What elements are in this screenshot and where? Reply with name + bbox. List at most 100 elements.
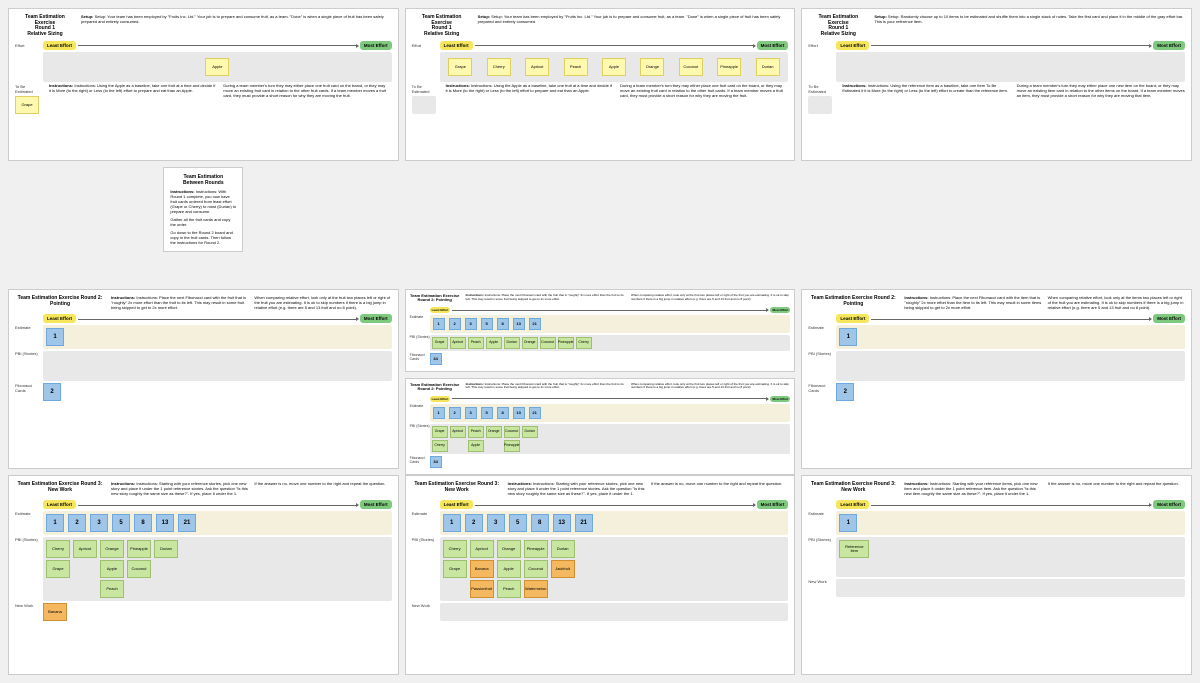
fruit-passionfruit[interactable]: Passionfruit	[470, 580, 494, 598]
fruit-grape[interactable]: Grape	[448, 58, 472, 76]
est-r3m[interactable]: 123581321	[440, 511, 789, 535]
fib-card-3[interactable]: 3	[465, 407, 477, 419]
fruit-orange[interactable]: Orange	[522, 337, 538, 349]
fib-card-2[interactable]: 2	[465, 514, 483, 532]
pbi-r3[interactable]: Cherry GrapeApricotOrange Apple Peach Pineap…	[43, 537, 392, 601]
empty-pending[interactable]	[412, 96, 436, 114]
fib-card-5[interactable]: 5	[509, 514, 527, 532]
fruit-coconut[interactable]: Coconut	[540, 337, 556, 349]
pbi-zone[interactable]	[43, 351, 392, 381]
fruit-orange[interactable]: Orange	[640, 58, 664, 76]
fruit-apple[interactable]: Apple	[486, 337, 502, 349]
estimate-zone[interactable]: 1	[43, 325, 392, 349]
fib-card-2[interactable]: 2	[449, 407, 461, 419]
est-r2r[interactable]: 1	[836, 325, 1185, 349]
fib-card-21[interactable]: 21	[529, 407, 541, 419]
fruit-pineapple[interactable]: Pineapple	[127, 540, 151, 558]
fruit-peach[interactable]: Peach	[497, 580, 521, 598]
fruit-apple[interactable]: Apple	[205, 58, 229, 76]
effort-dropzone2[interactable]: Grape Cherry Apricot Peach Apple Orange Coconu…	[440, 52, 789, 82]
pend-ma[interactable]: 34	[430, 353, 442, 365]
c2r2r[interactable]: 2	[836, 383, 854, 401]
c1r2r[interactable]: 1	[839, 328, 857, 346]
fruit-apple[interactable]: Apple	[497, 560, 521, 578]
fruit-durian[interactable]: Durian	[551, 540, 575, 558]
fruit-durian[interactable]: Durian	[522, 426, 538, 438]
fruit-durian[interactable]: Durian	[154, 540, 178, 558]
fib-card-1[interactable]: 1	[443, 514, 461, 532]
est-ma[interactable]: 12358 13 21	[430, 315, 791, 333]
fruit-pineapple[interactable]: Pineapple	[504, 440, 520, 452]
pbi-mb[interactable]: GrapeCherryApricotPeachAppleOrangeCoconu…	[430, 424, 791, 454]
fruit-apricot[interactable]: Apricot	[450, 337, 466, 349]
fib-card-3[interactable]: 3	[487, 514, 505, 532]
fruit-grape[interactable]: Grape	[432, 426, 448, 438]
pbi-ma[interactable]: GrapeApricotPeachAppleDurianOrangeCoconu…	[430, 335, 791, 351]
fruit-cherry[interactable]: Cherry	[46, 540, 70, 558]
fruit-pineapple[interactable]: Pineapple	[717, 58, 741, 76]
fib-card-1[interactable]: 1	[46, 514, 64, 532]
est-mb[interactable]: 123581321	[430, 404, 791, 422]
fruit-coconut[interactable]: Coconut	[524, 560, 548, 578]
fruit-apple[interactable]: Apple	[602, 58, 626, 76]
fruit-apricot[interactable]: Apricot	[73, 540, 97, 558]
fruit-peach[interactable]: Peach	[564, 58, 588, 76]
fruit-apple[interactable]: Apple	[468, 440, 484, 452]
fib-card-21[interactable]: 21	[178, 514, 196, 532]
pend-mb[interactable]: 34	[430, 456, 442, 468]
ref-item[interactable]: Reference Item	[839, 540, 869, 558]
fib-card-1[interactable]: 1	[433, 318, 445, 330]
fruit-orange[interactable]: Orange	[497, 540, 521, 558]
fruit-cherry[interactable]: Cherry	[432, 440, 448, 452]
new-r3r[interactable]	[836, 579, 1185, 597]
fruit-apple[interactable]: Apple	[100, 560, 124, 578]
fib-card-5[interactable]: 5	[112, 514, 130, 532]
fruit-peach[interactable]: Peach	[100, 580, 124, 598]
fib-card-3[interactable]: 3	[90, 514, 108, 532]
fruit-peach[interactable]: Peach	[468, 337, 484, 349]
fib-card-8[interactable]: 8	[531, 514, 549, 532]
card-2[interactable]: 2	[43, 383, 61, 401]
effort-dropzone3[interactable]	[836, 52, 1185, 82]
fruit-apricot[interactable]: Apricot	[525, 58, 549, 76]
est-r3r[interactable]: 1	[836, 511, 1185, 535]
new-empty[interactable]	[440, 603, 789, 621]
c1r3r[interactable]: 1	[839, 514, 857, 532]
card-1[interactable]: 1	[46, 328, 64, 346]
fib-card-2[interactable]: 2	[449, 318, 461, 330]
fruit-grape[interactable]: Grape	[443, 560, 467, 578]
fruit-grape[interactable]: Grape	[432, 337, 448, 349]
fruit-banana[interactable]: Banana	[470, 560, 494, 578]
fruit-orange[interactable]: Orange	[486, 426, 502, 438]
fib-card-2[interactable]: 2	[68, 514, 86, 532]
fruit-durian[interactable]: Durian	[504, 337, 520, 349]
fib-card-8[interactable]: 8	[497, 407, 509, 419]
fruit-durian[interactable]: Durian	[756, 58, 780, 76]
fib-card-13[interactable]: 13	[513, 407, 525, 419]
fruit-apricot[interactable]: Apricot	[450, 426, 466, 438]
fib-card-21[interactable]: 21	[529, 318, 541, 330]
pending3[interactable]	[808, 96, 832, 114]
fruit-coconut[interactable]: Coconut	[127, 560, 151, 578]
fruit-jackfruit[interactable]: Jackfruit	[551, 560, 575, 578]
fib-card-8[interactable]: 8	[497, 318, 509, 330]
fruit-cherry[interactable]: Cherry	[487, 58, 511, 76]
pbi-r2r[interactable]	[836, 351, 1185, 381]
est-r3[interactable]: 123581321	[43, 511, 392, 535]
fib-card-3[interactable]: 3	[465, 318, 477, 330]
fib-card-13[interactable]: 13	[156, 514, 174, 532]
fruit-peach[interactable]: Peach	[468, 426, 484, 438]
fruit-cherry[interactable]: Cherry	[443, 540, 467, 558]
fruit-coconut[interactable]: Coconut	[679, 58, 703, 76]
fruit-orange[interactable]: Orange	[100, 540, 124, 558]
effort-dropzone[interactable]: Apple	[43, 52, 392, 82]
pbi-r3m[interactable]: Cherry GrapeApricot Banana Passionfruit Oran…	[440, 537, 789, 601]
fruit-pineapple[interactable]: Pineapple	[558, 337, 574, 349]
fruit-apricot[interactable]: Apricot	[470, 540, 494, 558]
fib-card-13[interactable]: 13	[513, 318, 525, 330]
fib-card-8[interactable]: 8	[134, 514, 152, 532]
fib-card-21[interactable]: 21	[575, 514, 593, 532]
fib-card-5[interactable]: 5	[481, 318, 493, 330]
pending-grape[interactable]: Grape	[15, 96, 39, 114]
fruit-grape[interactable]: Grape	[46, 560, 70, 578]
